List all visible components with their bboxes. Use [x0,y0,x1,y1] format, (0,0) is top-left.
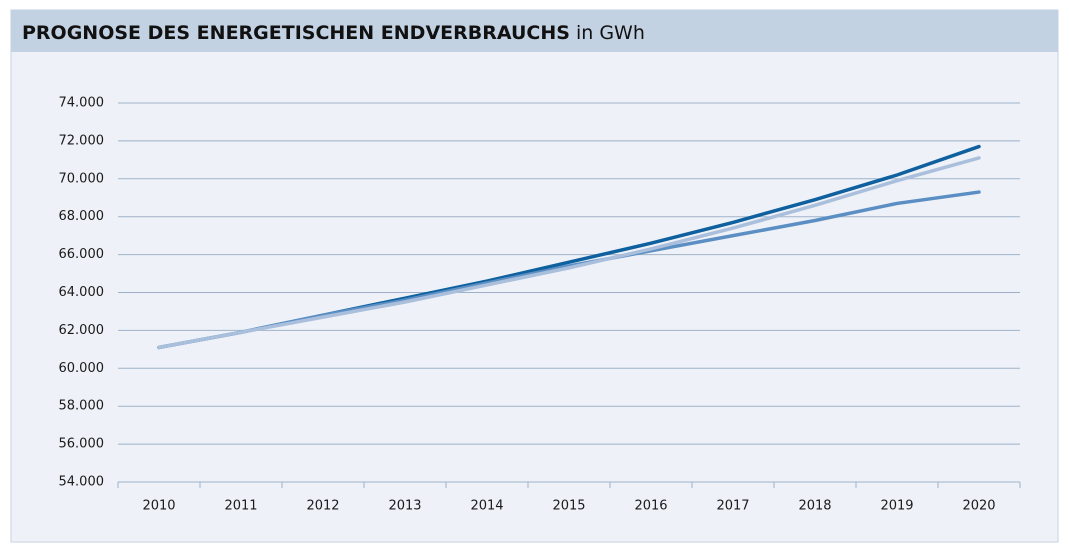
y-tick-label: 66.000 [59,247,105,262]
y-tick-label: 54.000 [59,475,105,490]
y-tick-label: 58.000 [59,399,105,414]
x-tick-label: 2018 [798,499,831,514]
x-tick-label: 2020 [962,499,995,514]
series-line [157,156,981,350]
title: PROGNOSE DES ENERGETISCHEN ENDVERBRAUCHS [22,22,570,44]
header-band [11,10,1058,52]
y-tick-label: 68.000 [59,209,105,224]
y-tick-label: 60.000 [59,361,105,376]
y-tick-label: 70.000 [59,171,105,186]
x-tick-label: 2012 [306,499,339,514]
x-tick-label: 2011 [224,499,257,514]
y-tick-label: 56.000 [59,437,105,452]
y-tick-label: 62.000 [59,323,105,338]
y-tick-label: 74.000 [59,96,105,111]
y-tick-label: 64.000 [59,285,105,300]
x-tick-label: 2014 [470,499,503,514]
x-tick-label: 2019 [880,499,913,514]
x-tick-label: 2015 [552,499,585,514]
chart-title: PROGNOSE DES ENERGETISCHEN ENDVERBRAUCHS… [22,22,645,44]
y-tick-label: 72.000 [59,133,105,148]
x-tick-label: 2017 [716,499,749,514]
x-tick-label: 2010 [142,499,175,514]
x-tick-label: 2016 [634,499,667,514]
unit: in GWh [576,22,645,44]
x-tick-label: 2013 [388,499,421,514]
